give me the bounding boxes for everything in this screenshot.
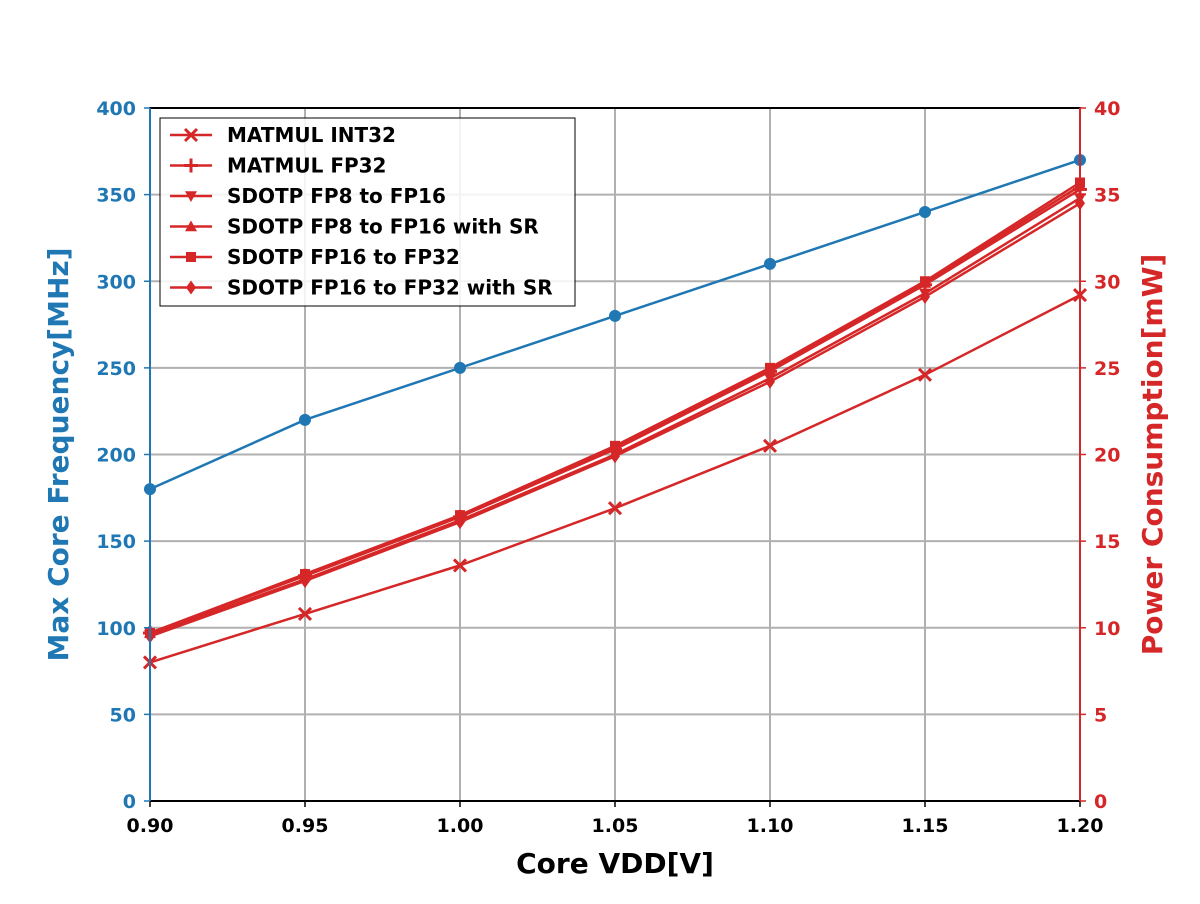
triangle-down-marker	[185, 191, 197, 202]
right-tick-label: 15	[1094, 531, 1120, 553]
legend-item: SDOTP FP8 to FP16	[170, 184, 446, 208]
right-tick-label: 40	[1094, 98, 1120, 120]
legend-item: SDOTP FP8 to FP16 with SR	[170, 215, 539, 239]
x-marker	[297, 606, 313, 621]
left-tick-label: 350	[96, 185, 136, 207]
circle-marker	[609, 309, 621, 322]
series-layer	[142, 153, 1088, 670]
x-tick-label: 0.90	[127, 815, 174, 837]
x-tick-label: 0.95	[282, 815, 329, 837]
square-marker	[610, 440, 620, 451]
left-tick-label: 300	[96, 271, 136, 293]
left-tick-label: 100	[96, 618, 136, 640]
right-tick-label: 25	[1094, 358, 1120, 380]
left-tick-label: 400	[96, 98, 136, 120]
diamond-marker	[610, 449, 620, 464]
right-tick-label: 10	[1094, 618, 1120, 640]
left-tick-label: 250	[96, 358, 136, 380]
legend-label: MATMUL INT32	[227, 123, 396, 147]
right-tick-label: 5	[1094, 704, 1107, 726]
legend-label: MATMUL FP32	[227, 154, 386, 178]
left-tick-label: 200	[96, 445, 136, 467]
circle-marker	[764, 257, 776, 270]
left-y-axis-title: Max Core Frequency[MHz]	[42, 248, 75, 662]
frequency-series	[144, 153, 1086, 496]
legend-label: SDOTP FP8 to FP16	[227, 184, 446, 208]
right-tick-label: 0	[1094, 791, 1107, 813]
square-marker	[765, 362, 775, 373]
diamond-marker	[455, 515, 465, 530]
diamond-marker	[920, 289, 930, 304]
square-marker	[186, 252, 196, 262]
legend-item: SDOTP FP16 to FP32	[170, 245, 460, 269]
x-tick-label: 1.00	[437, 815, 484, 837]
x-marker	[452, 558, 468, 573]
x-axis-title: Core VDD[V]	[516, 847, 714, 880]
right-y-axis-title: Power Consumption[mW]	[1136, 254, 1169, 656]
legend-label: SDOTP FP16 to FP32	[227, 245, 460, 269]
right-tick-label: 35	[1094, 185, 1120, 207]
plus-marker	[184, 158, 198, 173]
left-tick-label: 50	[110, 704, 136, 726]
circle-marker	[299, 413, 311, 426]
square-marker	[920, 276, 930, 287]
x-tick-label: 1.10	[747, 815, 794, 837]
x-marker	[607, 501, 623, 516]
legend-label: SDOTP FP8 to FP16 with SR	[227, 215, 539, 239]
legend-item: MATMUL INT32	[170, 123, 396, 147]
x-marker	[183, 127, 199, 143]
right-tick-label: 20	[1094, 445, 1120, 467]
circle-marker	[454, 361, 466, 374]
legend-box	[159, 117, 576, 307]
left-tick-label: 150	[96, 531, 136, 553]
legend-item: SDOTP FP16 to FP32 with SR	[170, 276, 553, 300]
diamond-marker	[765, 374, 775, 389]
diamond-marker	[186, 280, 196, 295]
right-tick-label: 30	[1094, 271, 1120, 293]
tick-marks-and-labels: 0.90 0.95 1.00 1.05 1.10 1.15 1.20050100150200…	[96, 98, 1120, 837]
legend-label: SDOTP FP16 to FP32 with SR	[227, 276, 553, 300]
x-tick-label: 1.15	[902, 815, 949, 837]
triangle-up-marker	[185, 220, 197, 232]
left-tick-label: 0	[123, 791, 136, 813]
x-tick-label: 1.05	[592, 815, 639, 837]
x-tick-label: 1.20	[1057, 815, 1104, 837]
legend: MATMUL INT32 MATMUL FP32 SDOTP FP8 to FP16…	[159, 117, 576, 307]
x-marker	[917, 367, 933, 382]
circle-marker	[919, 205, 931, 218]
legend-item: MATMUL FP32	[170, 154, 386, 178]
diamond-marker	[300, 573, 310, 588]
x-marker	[762, 438, 778, 453]
